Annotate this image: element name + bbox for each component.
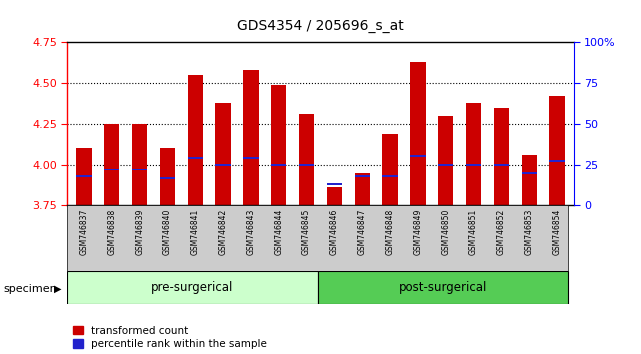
- Legend: transformed count, percentile rank within the sample: transformed count, percentile rank withi…: [72, 326, 267, 349]
- Bar: [299, 164, 314, 166]
- Bar: [244, 70, 258, 205]
- Bar: [132, 124, 147, 205]
- Bar: [244, 157, 258, 159]
- Bar: [76, 148, 92, 205]
- Bar: [522, 155, 537, 205]
- Bar: [383, 134, 397, 205]
- Text: GSM746842: GSM746842: [219, 209, 228, 255]
- Bar: [466, 103, 481, 205]
- Text: GSM746851: GSM746851: [469, 209, 478, 255]
- Bar: [215, 103, 231, 205]
- Text: specimen: specimen: [3, 284, 57, 293]
- Bar: [160, 148, 175, 205]
- Bar: [549, 96, 565, 205]
- Bar: [76, 175, 92, 177]
- Bar: [327, 183, 342, 185]
- Text: GSM746838: GSM746838: [107, 209, 116, 255]
- Bar: [438, 116, 453, 205]
- Text: GSM746841: GSM746841: [191, 209, 200, 255]
- Bar: [104, 124, 119, 205]
- Text: GSM746840: GSM746840: [163, 209, 172, 255]
- Bar: [466, 164, 481, 166]
- Bar: [160, 177, 175, 179]
- Bar: [549, 160, 565, 162]
- Text: ▶: ▶: [54, 284, 62, 293]
- Bar: [299, 114, 314, 205]
- Bar: [318, 271, 568, 304]
- Bar: [271, 85, 287, 205]
- Bar: [188, 75, 203, 205]
- Text: GSM746837: GSM746837: [79, 209, 88, 255]
- Text: GSM746843: GSM746843: [246, 209, 256, 255]
- Text: GSM746839: GSM746839: [135, 209, 144, 255]
- Bar: [215, 164, 231, 166]
- Text: GSM746850: GSM746850: [441, 209, 450, 255]
- Bar: [354, 173, 370, 205]
- Bar: [104, 169, 119, 171]
- Bar: [354, 175, 370, 177]
- Text: pre-surgerical: pre-surgerical: [151, 281, 234, 294]
- Bar: [67, 271, 318, 304]
- Text: GDS4354 / 205696_s_at: GDS4354 / 205696_s_at: [237, 19, 404, 34]
- Bar: [327, 187, 342, 205]
- Text: GSM746853: GSM746853: [525, 209, 534, 255]
- Bar: [494, 164, 509, 166]
- Text: GSM746854: GSM746854: [553, 209, 562, 255]
- Bar: [438, 164, 453, 166]
- Bar: [522, 172, 537, 174]
- Text: GSM746847: GSM746847: [358, 209, 367, 255]
- Bar: [410, 62, 426, 205]
- Text: GSM746846: GSM746846: [330, 209, 339, 255]
- Bar: [494, 108, 509, 205]
- Text: GSM746844: GSM746844: [274, 209, 283, 255]
- Bar: [188, 157, 203, 159]
- Text: post-surgerical: post-surgerical: [399, 281, 487, 294]
- Text: GSM746848: GSM746848: [385, 209, 395, 255]
- Text: GSM746852: GSM746852: [497, 209, 506, 255]
- Bar: [410, 155, 426, 158]
- Bar: [383, 175, 397, 177]
- Text: GSM746849: GSM746849: [413, 209, 422, 255]
- Bar: [132, 169, 147, 171]
- Bar: [271, 164, 287, 166]
- Text: GSM746845: GSM746845: [302, 209, 311, 255]
